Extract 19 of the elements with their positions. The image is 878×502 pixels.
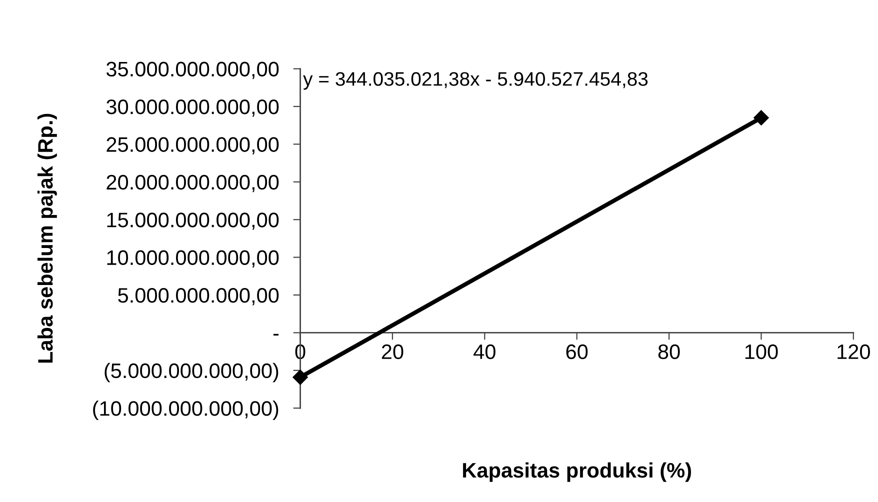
y-tick-label: 25.000.000.000,00	[106, 137, 279, 154]
x-tick-label: 20	[382, 344, 404, 360]
y-tick-label: 20.000.000.000,00	[106, 174, 279, 192]
y-tick-label: 5.000.000.000,00	[118, 288, 279, 306]
x-tick-label: 120	[838, 344, 870, 360]
y-tick-label: 35.000.000.000,00	[106, 62, 279, 79]
x-tick-label: 100	[745, 344, 778, 360]
y-tick-label: 30.000.000.000,00	[106, 99, 279, 117]
y-tick-label: (5.000.000.000,00)	[104, 362, 278, 382]
y-tick-label: 10.000.000.000,00	[107, 250, 279, 268]
x-tick-label: 80	[658, 344, 680, 360]
y-axis-title: Laba sebelum pajak (Rp.)	[37, 114, 57, 363]
y-tick-label: 15.000.000.000,00	[107, 212, 279, 230]
x-tick-label: 40	[474, 344, 496, 360]
x-tick-label: 60	[566, 344, 588, 360]
y-tick-label: (10.000.000.000,00)	[93, 400, 278, 420]
y-tick-label: -	[273, 334, 279, 336]
x-axis-title: Kapasitas produksi (%)	[463, 462, 692, 482]
annotation: y = 344.035.021,38x - 5.940.527.454,83	[303, 72, 648, 90]
